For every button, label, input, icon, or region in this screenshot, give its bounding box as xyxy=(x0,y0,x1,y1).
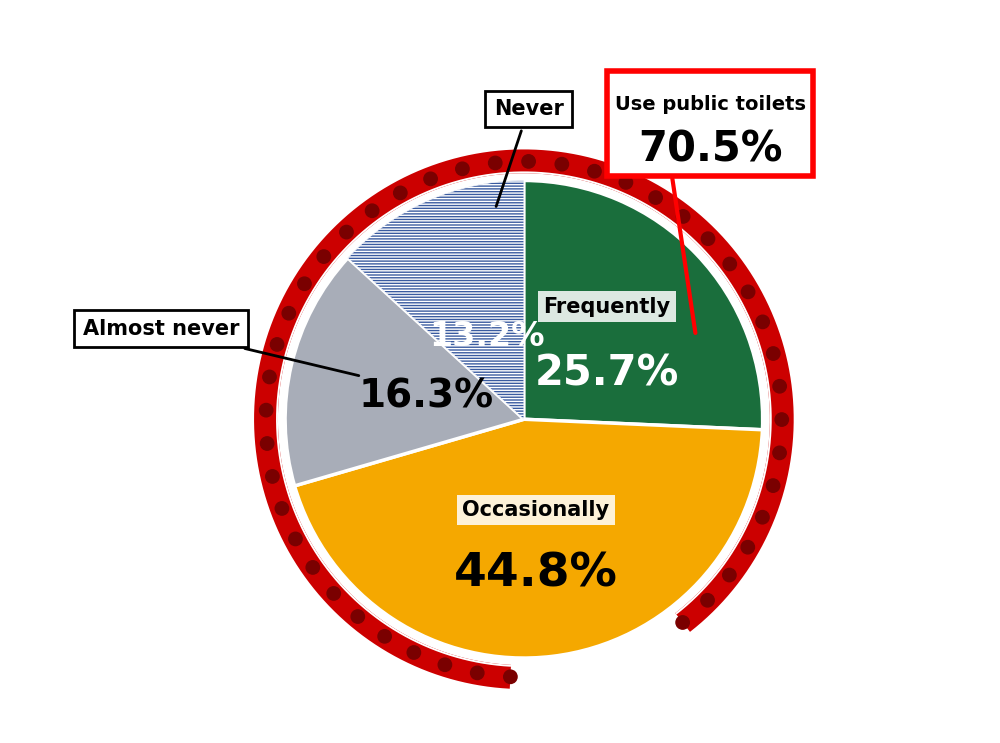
Text: Almost never: Almost never xyxy=(83,319,359,376)
Circle shape xyxy=(741,285,755,299)
Circle shape xyxy=(756,315,769,328)
Text: 25.7%: 25.7% xyxy=(535,352,679,395)
Circle shape xyxy=(723,257,736,270)
Circle shape xyxy=(351,610,364,623)
Text: Use public toilets: Use public toilets xyxy=(615,94,806,114)
Wedge shape xyxy=(295,419,762,658)
Circle shape xyxy=(263,370,276,383)
Circle shape xyxy=(741,540,754,554)
Circle shape xyxy=(378,629,391,643)
Circle shape xyxy=(522,155,535,168)
Polygon shape xyxy=(276,172,772,666)
Circle shape xyxy=(676,210,690,223)
Circle shape xyxy=(340,225,353,239)
Circle shape xyxy=(701,232,715,245)
Circle shape xyxy=(723,568,736,582)
Circle shape xyxy=(275,502,289,515)
Wedge shape xyxy=(524,181,763,429)
Circle shape xyxy=(266,470,279,483)
Circle shape xyxy=(289,532,302,545)
Circle shape xyxy=(767,347,780,360)
Circle shape xyxy=(306,561,319,574)
Text: Occasionally: Occasionally xyxy=(462,500,609,520)
Wedge shape xyxy=(285,258,524,486)
Polygon shape xyxy=(254,149,794,689)
Circle shape xyxy=(676,616,689,629)
Circle shape xyxy=(756,510,769,524)
Circle shape xyxy=(327,587,340,600)
Circle shape xyxy=(456,162,469,175)
Circle shape xyxy=(298,277,311,291)
Circle shape xyxy=(649,191,662,204)
Circle shape xyxy=(773,447,786,460)
Circle shape xyxy=(766,479,780,493)
Circle shape xyxy=(317,250,330,263)
Circle shape xyxy=(407,646,421,659)
Text: 13.2%: 13.2% xyxy=(430,319,545,353)
Circle shape xyxy=(424,172,437,186)
Circle shape xyxy=(489,156,502,169)
Circle shape xyxy=(588,164,601,178)
Circle shape xyxy=(775,413,788,426)
Text: 70.5%: 70.5% xyxy=(638,129,782,170)
Circle shape xyxy=(504,670,517,684)
Wedge shape xyxy=(348,181,524,419)
Circle shape xyxy=(619,176,633,189)
Text: Frequently: Frequently xyxy=(543,296,670,317)
Circle shape xyxy=(270,338,284,351)
Circle shape xyxy=(701,594,714,607)
Circle shape xyxy=(555,158,569,171)
Circle shape xyxy=(282,307,295,320)
Circle shape xyxy=(365,204,379,218)
Circle shape xyxy=(471,666,484,680)
Text: 44.8%: 44.8% xyxy=(454,552,618,597)
FancyBboxPatch shape xyxy=(607,71,813,175)
Text: 16.3%: 16.3% xyxy=(359,377,494,415)
Circle shape xyxy=(259,403,273,417)
Circle shape xyxy=(260,437,274,450)
Circle shape xyxy=(773,380,786,393)
Text: Never: Never xyxy=(494,99,564,207)
Circle shape xyxy=(394,186,407,200)
Circle shape xyxy=(438,658,452,672)
